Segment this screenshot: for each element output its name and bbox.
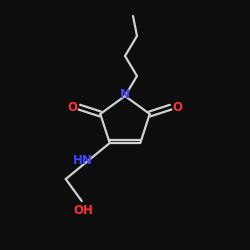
Text: N: N	[120, 88, 130, 102]
Text: OH: OH	[74, 204, 94, 216]
Text: O: O	[67, 101, 77, 114]
Text: O: O	[173, 101, 183, 114]
Text: HN: HN	[73, 154, 93, 166]
